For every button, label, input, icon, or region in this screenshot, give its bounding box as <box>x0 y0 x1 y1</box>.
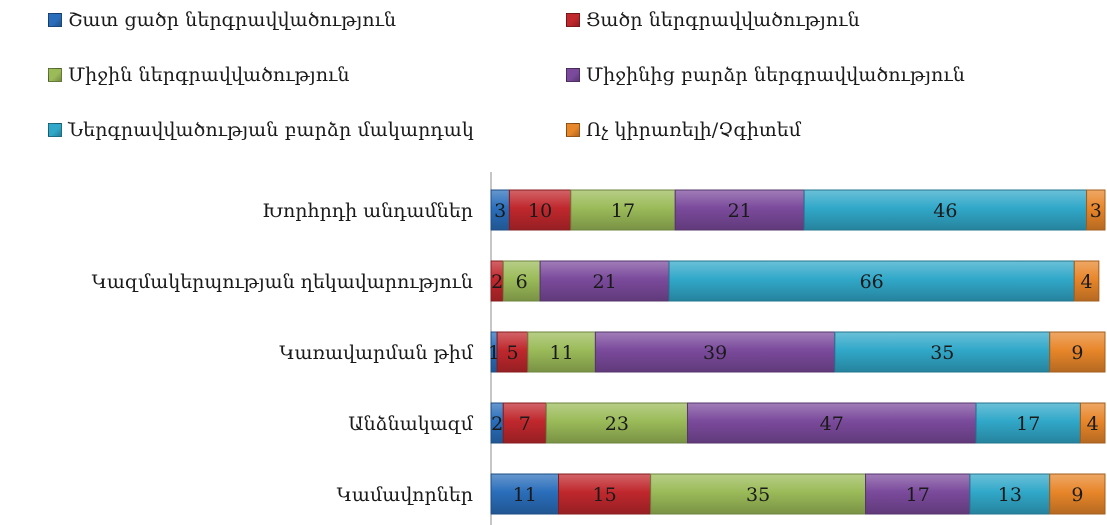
data-label: 11 <box>550 342 574 364</box>
bar-segment <box>1073 260 1100 302</box>
data-label: 2 <box>491 413 503 435</box>
data-label: 15 <box>592 484 616 506</box>
legend-swatch <box>566 123 580 137</box>
data-label: 4 <box>1081 271 1093 293</box>
data-label: 46 <box>933 200 957 222</box>
bar-segment <box>558 473 652 515</box>
data-label: 21 <box>592 271 616 293</box>
legend-label: Միջին ներգրավվածություն <box>68 64 350 86</box>
legend-label: Ցածր ներգրավվածություն <box>586 9 860 31</box>
legend-label: Միջինից բարձր ներգրավվածություն <box>586 64 965 86</box>
legend-swatch <box>48 13 62 27</box>
data-label: 7 <box>519 413 531 435</box>
bar-segment <box>650 473 867 515</box>
bar-segment <box>803 189 1088 231</box>
bar-segment <box>674 189 805 231</box>
bar-segment <box>508 189 572 231</box>
data-label: 35 <box>746 484 770 506</box>
data-label: 3 <box>494 200 506 222</box>
data-label: 2 <box>491 271 503 293</box>
bar-segment <box>668 260 1075 302</box>
legend-label: Շատ ցածր ներգրավվածություն <box>68 9 397 31</box>
chart-legend: Շատ ցածր ներգրավվածություն Ցածր ներգրավվա… <box>0 0 1107 160</box>
data-label: 66 <box>860 271 884 293</box>
data-label: 39 <box>703 342 727 364</box>
data-label: 17 <box>906 484 930 506</box>
category-label: Կամավորներ <box>337 484 473 506</box>
bar-segment <box>594 331 836 373</box>
bar-segment <box>1086 189 1106 231</box>
bar-segment <box>502 402 547 444</box>
data-label: 9 <box>1071 484 1083 506</box>
category-label: Անձնակազմ <box>348 413 474 435</box>
data-label: 4 <box>1087 413 1099 435</box>
data-label: 17 <box>1016 413 1040 435</box>
bar-segment <box>969 473 1051 515</box>
legend-label: Ոչ կիրառելի/Չգիտեմ <box>586 119 802 141</box>
bar-segment <box>686 402 977 444</box>
legend-item: Ներգրավվածության բարձր մակարդակ <box>48 119 474 141</box>
bar-segment <box>539 260 670 302</box>
data-label: 5 <box>506 342 518 364</box>
category-label: Կառավարման թիմ <box>279 342 474 364</box>
bar-segment <box>545 402 688 444</box>
data-label: 23 <box>605 413 629 435</box>
data-label: 9 <box>1071 342 1083 364</box>
legend-item: Ցածր ներգրավվածություն <box>566 9 860 31</box>
data-label: 47 <box>820 413 844 435</box>
bar-segment <box>865 473 971 515</box>
legend-item: Միջինից բարձր ներգրավվածություն <box>566 64 965 86</box>
category-label: Կազմակերպության ղեկավարություն <box>92 271 473 293</box>
bar-segment <box>1079 402 1106 444</box>
legend-item: Միջին ներգրավվածություն <box>48 64 350 86</box>
bar-segment <box>527 331 596 373</box>
bar-segment <box>975 402 1081 444</box>
bar-segment <box>570 189 676 231</box>
category-label: Խորհրդի անդամներ <box>262 200 473 222</box>
legend-item: Ոչ կիրառելի/Չգիտեմ <box>566 119 801 141</box>
data-label: 17 <box>611 200 635 222</box>
data-label: 10 <box>528 200 552 222</box>
data-label: 11 <box>513 484 537 506</box>
bar-segment <box>1049 473 1106 515</box>
legend-label: Ներգրավվածության բարձր մակարդակ <box>68 119 474 141</box>
data-label: 21 <box>728 200 752 222</box>
bar-segment <box>496 331 529 373</box>
legend-swatch <box>566 68 580 82</box>
data-label: 6 <box>516 271 528 293</box>
legend-swatch <box>48 123 62 137</box>
data-label: 3 <box>1090 200 1102 222</box>
bar-segment <box>834 331 1051 373</box>
data-label: 35 <box>930 342 954 364</box>
legend-item: Շատ ցածր ներգրավվածություն <box>48 9 396 31</box>
bar-segment <box>490 473 560 515</box>
bar-segment <box>1049 331 1106 373</box>
legend-swatch <box>566 13 580 27</box>
data-label: 13 <box>998 484 1022 506</box>
legend-swatch <box>48 68 62 82</box>
